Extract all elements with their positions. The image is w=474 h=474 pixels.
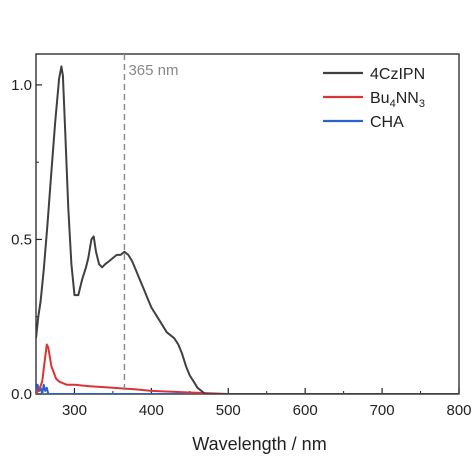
y-tick-label: 0.5 [11,231,32,248]
annotation-label: 365 nm [128,62,178,79]
legend: 4CzIPN Bu4NN3 CHA [323,66,425,131]
x-tick-label: 800 [446,402,471,419]
axes: 300 400 500 600 700 800 0.0 0.5 1.0 [11,53,472,419]
series-line-4czipn [36,65,459,394]
y-tick-label: 1.0 [11,77,32,94]
x-axis-title: Wavelength / nm [192,434,326,454]
annotation-layer: 365 nm [123,54,178,394]
series-layer [36,65,459,394]
legend-label: CHA [370,114,404,131]
x-tick-label: 500 [216,402,241,419]
x-tick-label: 600 [293,402,318,419]
y-tick-label: 0.0 [11,386,32,403]
x-tick-label: 300 [62,402,87,419]
x-tick-label: 700 [370,402,395,419]
x-tick-label: 400 [139,402,164,419]
legend-label: 4CzIPN [370,66,425,83]
legend-label: Bu4NN3 [370,90,425,110]
series-line-bu4nn3 [36,343,459,394]
